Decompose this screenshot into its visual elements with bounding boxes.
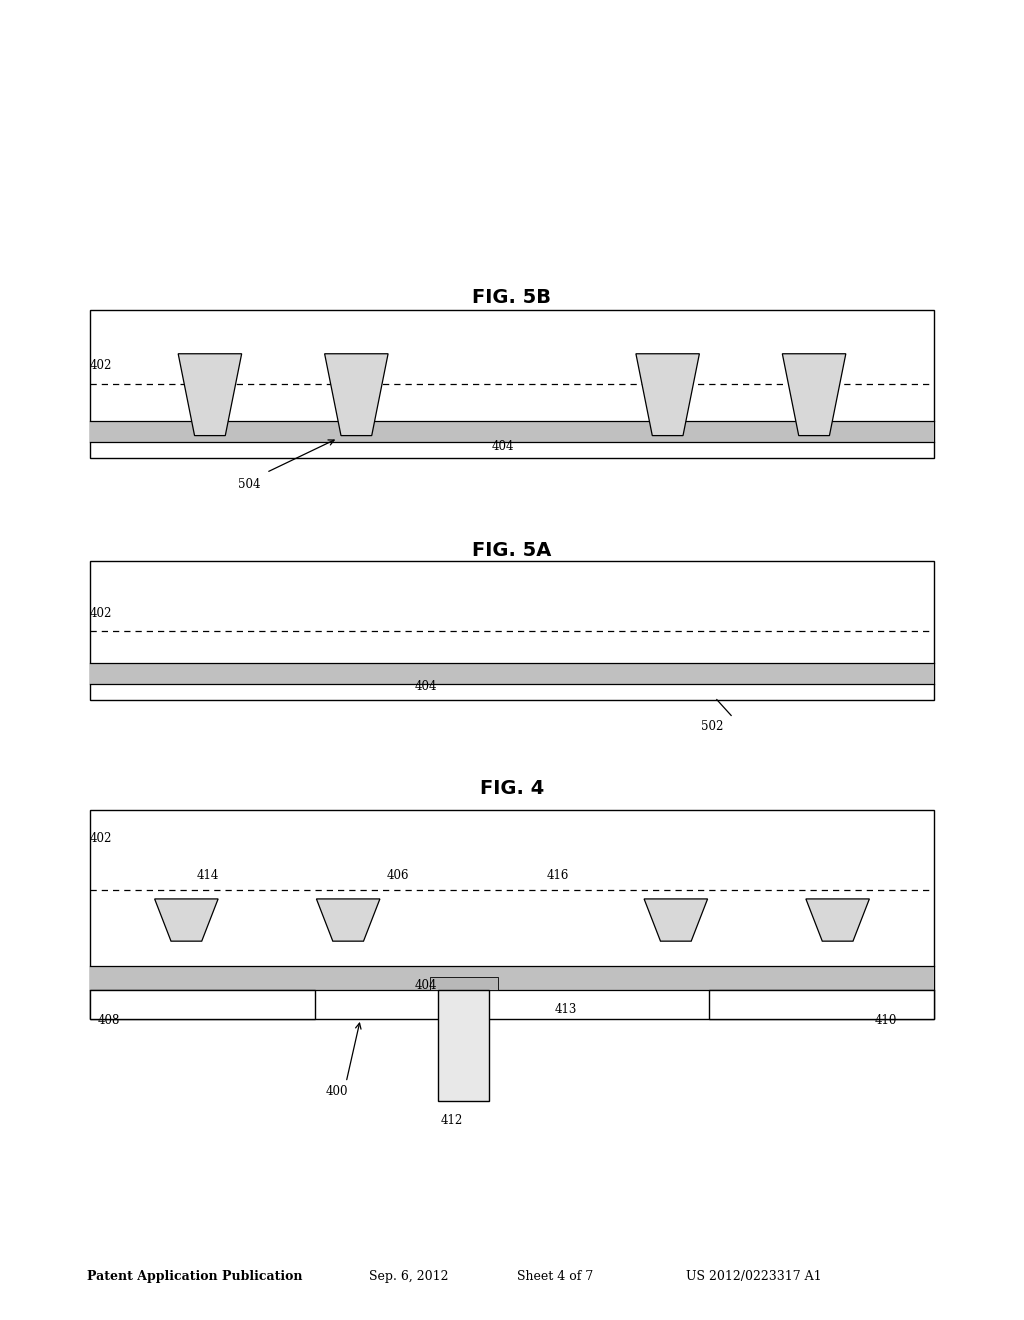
Bar — [90, 310, 934, 458]
Text: 416: 416 — [547, 869, 569, 882]
Text: 504: 504 — [238, 478, 260, 491]
Text: 402: 402 — [90, 607, 113, 620]
Polygon shape — [155, 899, 218, 941]
Text: 408: 408 — [97, 1014, 120, 1027]
Text: Sep. 6, 2012: Sep. 6, 2012 — [369, 1270, 449, 1283]
Polygon shape — [644, 899, 708, 941]
Text: 406: 406 — [387, 869, 410, 882]
Text: Patent Application Publication: Patent Application Publication — [87, 1270, 302, 1283]
Text: 402: 402 — [90, 359, 113, 372]
Bar — [709, 990, 934, 1019]
Text: 502: 502 — [701, 719, 724, 733]
Bar — [438, 990, 489, 1101]
Polygon shape — [806, 899, 869, 941]
Bar — [90, 663, 934, 684]
Text: 402: 402 — [90, 832, 113, 845]
Polygon shape — [178, 354, 242, 436]
Text: FIG. 4: FIG. 4 — [480, 779, 544, 797]
Text: 404: 404 — [492, 440, 514, 453]
Bar — [90, 561, 934, 700]
Bar — [430, 977, 498, 990]
Polygon shape — [325, 354, 388, 436]
Text: 413: 413 — [555, 1003, 578, 1016]
Bar — [90, 810, 934, 1019]
Bar — [90, 421, 934, 442]
Polygon shape — [782, 354, 846, 436]
Bar — [90, 966, 934, 990]
Text: 400: 400 — [326, 1085, 348, 1098]
Text: 410: 410 — [874, 1014, 897, 1027]
Text: FIG. 5B: FIG. 5B — [472, 288, 552, 306]
Text: 404: 404 — [415, 979, 437, 993]
Polygon shape — [636, 354, 699, 436]
Text: FIG. 5A: FIG. 5A — [472, 541, 552, 560]
Polygon shape — [316, 899, 380, 941]
Text: 412: 412 — [440, 1114, 463, 1127]
Text: Sheet 4 of 7: Sheet 4 of 7 — [517, 1270, 593, 1283]
Text: 414: 414 — [197, 869, 219, 882]
Bar — [90, 990, 315, 1019]
Text: 404: 404 — [415, 680, 437, 693]
Text: US 2012/0223317 A1: US 2012/0223317 A1 — [686, 1270, 821, 1283]
